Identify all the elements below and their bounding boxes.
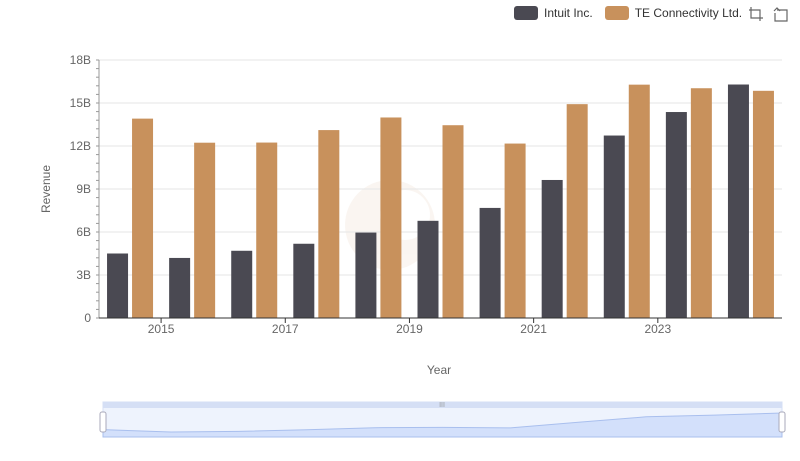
x-tick-label: 2017	[272, 322, 299, 336]
zoom-reset-icon[interactable]	[773, 6, 789, 22]
navigator-preview-area	[102, 412, 783, 438]
legend-label-intuit: Intuit Inc.	[544, 6, 593, 20]
bar-te-2016	[256, 142, 278, 318]
y-tick-label: 18B	[70, 53, 91, 67]
y-tick-label: 0	[84, 311, 91, 325]
x-axis-title: Year	[427, 363, 451, 377]
range-navigator[interactable]: III	[99, 401, 786, 438]
y-axis-title: Revenue	[39, 165, 53, 213]
legend-item-te[interactable]: TE Connectivity Ltd.	[604, 6, 743, 20]
bar-te-2019	[442, 125, 464, 318]
bar-intuit-2021	[541, 179, 563, 318]
y-tick-label: 9B	[76, 182, 91, 196]
navigator-right-handle[interactable]	[778, 411, 786, 433]
bar-intuit-2018	[355, 232, 377, 318]
y-tick-label: 6B	[76, 225, 91, 239]
bar-intuit-2017	[293, 243, 315, 318]
legend-label-te: TE Connectivity Ltd.	[634, 6, 743, 20]
y-tick-label: 15B	[70, 96, 91, 110]
bar-te-2023	[690, 88, 712, 318]
navigator-grip-icon: III	[439, 402, 445, 409]
legend: Intuit Inc. TE Connectivity Ltd.	[514, 4, 754, 22]
x-tick-label: 2021	[520, 322, 547, 336]
bar-intuit-2016	[231, 250, 253, 318]
bar-intuit-2023	[665, 112, 687, 318]
y-tick-label: 3B	[76, 268, 91, 282]
legend-swatch-intuit	[514, 6, 538, 20]
bar-intuit-2014	[107, 253, 129, 318]
x-tick-label: 2019	[396, 322, 423, 336]
bar-te-2018	[380, 117, 402, 318]
bar-te-2015	[194, 142, 216, 318]
bar-intuit-2015	[169, 257, 191, 318]
legend-item-intuit[interactable]: Intuit Inc.	[514, 6, 593, 20]
x-tick-label: 2015	[148, 322, 175, 336]
x-tick-label: 2023	[644, 322, 671, 336]
navigator-top-bar[interactable]	[103, 402, 782, 408]
bar-te-2020	[504, 143, 526, 318]
bar-intuit-2024	[727, 84, 749, 318]
bars	[107, 84, 774, 318]
navigator-left-handle[interactable]	[99, 411, 107, 433]
zoom-select-icon[interactable]	[748, 6, 764, 22]
legend-swatch-te	[604, 6, 629, 20]
bar-te-2024	[752, 90, 774, 318]
bar-te-2017	[318, 130, 340, 318]
bar-intuit-2019	[417, 220, 439, 318]
bar-intuit-2022	[603, 135, 625, 318]
bar-te-2022	[628, 84, 650, 318]
bar-te-2021	[566, 104, 588, 318]
bar-intuit-2020	[479, 207, 501, 318]
axes: 0 3B 6B 9B 12B 15B 18B 2015 2017 2019 2021 2023	[70, 53, 782, 336]
y-tick-label: 12B	[70, 139, 91, 153]
bar-te-2014	[132, 118, 154, 318]
